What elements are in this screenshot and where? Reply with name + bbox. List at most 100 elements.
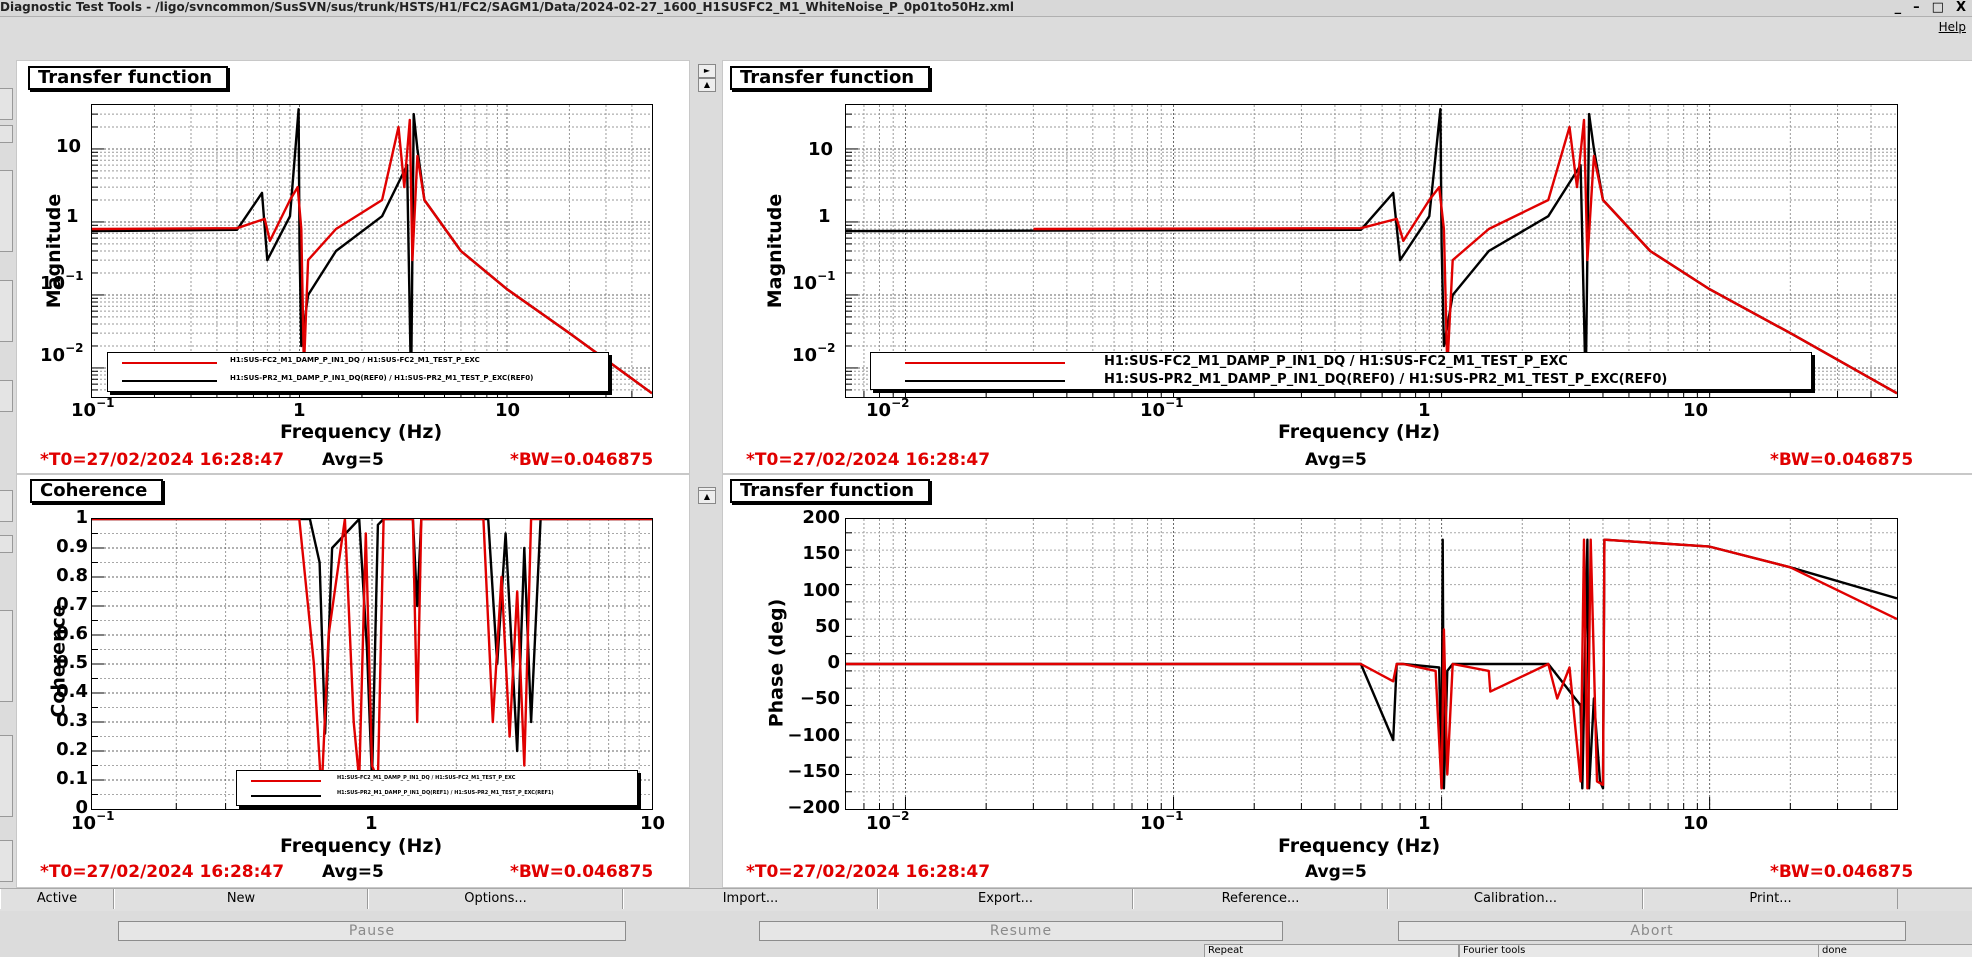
control-bar: Pause Resume Abort [0,912,1972,942]
pause-button[interactable]: Pause [118,921,626,941]
restore-icon[interactable]: – [1913,0,1920,15]
x-tick: 1 [293,400,306,421]
close-icon[interactable]: X [1955,0,1966,15]
y-tick-base: 10 [40,345,66,366]
panel-title: Transfer function [730,66,931,90]
status-state: done [1818,944,1972,957]
sidebar-dropdown[interactable] [0,535,13,553]
y-tick: 1 [66,206,79,227]
x-tick: 1 [1418,400,1431,421]
y-tick: 0 [827,652,840,673]
active-button[interactable]: Active [0,889,114,909]
y-tick-base: 10 [792,273,818,294]
left-sidebar-strip [0,50,14,886]
window-title: Diagnostic Test Tools - /ligo/svncommon/… [0,0,1015,14]
menu-bar: Help [0,17,1972,37]
y-tick: 10−2 [792,341,835,366]
x-axis-label: Frequency (Hz) [280,835,443,857]
sidebar-panel [0,610,13,702]
y-tick: 100 [802,579,840,601]
sidebar-panel [0,735,13,817]
y-tick-exp: −1 [817,269,836,283]
y-tick: 0.9 [56,536,88,557]
x-tick-base: 10 [71,400,97,421]
y-tick: 0.7 [56,594,88,615]
y-tick: 1 [818,206,831,227]
plot-area-magnitude[interactable] [91,104,653,398]
scroll-right-icon[interactable]: ► [698,64,716,78]
legend-entry: H1:SUS-PR2_M1_DAMP_P_IN1_DQ(REF0) / H1:S… [230,374,534,382]
help-menu[interactable]: Help [1938,20,1966,34]
legend-line-red [122,362,217,364]
abort-button[interactable]: Abort [1398,921,1906,941]
x-tick: 1 [365,813,378,834]
y-tick: 0.5 [56,652,88,673]
t0-label: *T0=27/02/2024 16:28:47 [746,450,991,470]
y-tick-exp: −2 [65,341,84,355]
status-fourier-tools: Fourier tools [1459,944,1819,957]
y-tick: 200 [802,507,840,528]
y-tick: 50 [814,615,840,637]
y-tick: 0.2 [56,739,88,760]
sidebar-tab[interactable] [0,88,13,120]
plot-area-phase[interactable] [845,518,1898,810]
plot-area-coherence[interactable] [91,518,653,810]
sidebar-dropdown[interactable] [0,125,13,143]
legend-line-red [251,780,321,782]
x-tick: 10 [640,813,666,834]
legend: H1:SUS-FC2_M1_DAMP_P_IN1_DQ / H1:SUS-FC2… [236,770,638,806]
panel-title: Transfer function [730,479,931,503]
x-tick-base: 10 [1140,400,1166,421]
x-tick: 10 [495,400,521,421]
minimize-icon[interactable]: _ [1894,0,1902,15]
y-tick-base: 10 [40,273,66,294]
sidebar-tab[interactable] [0,490,13,522]
bw-label: *BW=0.046875 [510,450,654,470]
x-tick: 10−2 [866,809,909,834]
legend-entry: H1:SUS-FC2_M1_DAMP_P_IN1_DQ / H1:SUS-FC2… [230,356,480,364]
import-button[interactable]: Import... [623,889,878,909]
avg-label: Avg=5 [322,862,384,882]
calibration-button[interactable]: Calibration... [1388,889,1643,909]
x-tick: 10−1 [71,396,114,421]
y-axis-label: Phase (deg) [765,598,788,728]
legend-entry: H1:SUS-PR2_M1_DAMP_P_IN1_DQ(REF1) / H1:S… [337,790,554,796]
series-line-live [846,538,1897,790]
y-tick: 10 [56,136,82,157]
x-tick: 10−1 [71,809,114,834]
status-bar: Repeat Fourier tools done [0,944,1972,957]
sidebar-panel [0,280,13,342]
panel-title: Transfer function [28,66,229,90]
new-button[interactable]: New [114,889,368,909]
y-tick: 0.1 [56,768,88,789]
action-button-bar: Active New Options... Import... Export..… [0,888,1972,911]
y-tick: 1 [75,507,88,528]
options-button[interactable]: Options... [368,889,623,909]
y-tick: 10−1 [40,269,83,294]
scroll-up-icon[interactable]: ▲ [698,78,716,92]
legend-line-black [122,380,217,382]
t0-label: *T0=27/02/2024 16:28:47 [40,862,285,882]
bw-label: *BW=0.046875 [510,862,654,882]
series-line-live [1033,118,1897,395]
legend-entry: H1:SUS-FC2_M1_DAMP_P_IN1_DQ / H1:SUS-FC2… [1104,354,1568,369]
x-tick: 10 [1683,813,1709,834]
export-button[interactable]: Export... [878,889,1133,909]
maximize-icon[interactable]: □ [1931,0,1944,15]
bw-label: *BW=0.046875 [1770,862,1914,882]
resume-button[interactable]: Resume [759,921,1283,941]
x-tick-base: 10 [71,813,97,834]
status-repeat: Repeat [1204,944,1459,957]
y-tick: 0.8 [56,565,88,586]
y-tick: −200 [787,797,840,818]
t0-label: *T0=27/02/2024 16:28:47 [40,450,285,470]
legend-line-black [251,795,321,797]
y-tick-base: 10 [792,345,818,366]
scroll-up-icon[interactable]: ▲ [698,490,716,504]
plot-area-magnitude[interactable] [845,104,1898,398]
reference-button[interactable]: Reference... [1133,889,1388,909]
x-tick-exp: −1 [1165,396,1184,410]
print-button[interactable]: Print... [1643,889,1898,909]
sidebar-panel [0,840,13,882]
x-tick-exp: −2 [891,809,910,823]
